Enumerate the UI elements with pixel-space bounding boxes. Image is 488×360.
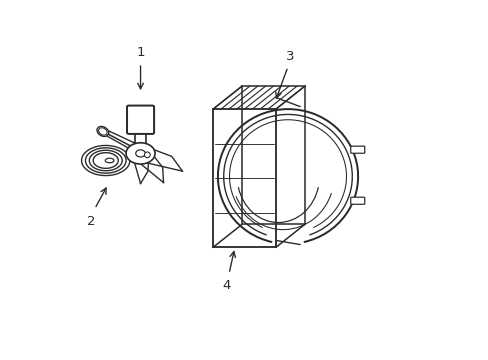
Ellipse shape [97,126,108,136]
Ellipse shape [99,128,107,135]
FancyBboxPatch shape [350,197,364,204]
Text: 4: 4 [222,279,230,292]
Circle shape [126,143,155,164]
Text: 3: 3 [285,50,294,63]
Text: 1: 1 [136,46,144,59]
FancyBboxPatch shape [350,146,364,153]
Circle shape [136,150,145,157]
Ellipse shape [144,152,150,158]
Text: 2: 2 [87,215,95,229]
FancyBboxPatch shape [127,105,154,134]
